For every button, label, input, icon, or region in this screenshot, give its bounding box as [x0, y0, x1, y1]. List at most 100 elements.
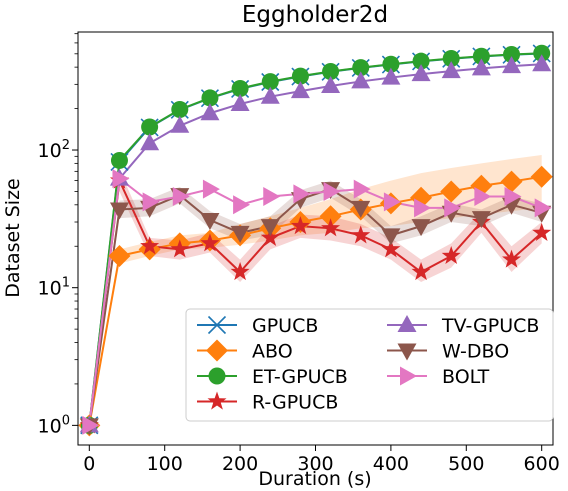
x-tick-label-1: 100: [147, 453, 183, 475]
point-tv-gpucb-5: [230, 93, 250, 111]
point-r-gpucb-5: [230, 262, 250, 281]
y-tick-label-0: 100: [38, 413, 70, 437]
legend-marker-abo: [206, 339, 228, 362]
point-w-dbo-5: [230, 225, 250, 243]
point-bolt-15: [534, 198, 552, 218]
point-bolt-1: [112, 169, 130, 189]
point-r-gpucb-3: [170, 239, 190, 258]
legend-label-et-gpucb: ET-GPUCB: [252, 366, 348, 388]
point-bolt-13: [474, 186, 492, 206]
point-tv-gpucb-4: [200, 103, 220, 121]
point-r-gpucb-11: [411, 262, 431, 281]
point-et-gpucb-4: [201, 89, 219, 107]
point-tv-gpucb-12: [441, 61, 461, 79]
point-bolt-2: [142, 192, 160, 212]
legend-label-r-gpucb: R-GPUCB: [252, 392, 338, 414]
legend-box: [185, 308, 554, 422]
point-bolt-8: [323, 181, 341, 201]
point-et-gpucb-2: [141, 118, 159, 136]
point-bolt-5: [233, 195, 251, 215]
x-tick-label-5: 500: [448, 453, 484, 475]
point-bolt-10: [383, 192, 401, 212]
point-tv-gpucb-6: [260, 86, 280, 104]
legend-label-bolt: BOLT: [442, 366, 490, 388]
point-et-gpucb-5: [231, 79, 249, 97]
point-tv-gpucb-9: [351, 71, 371, 89]
point-tv-gpucb-3: [170, 115, 190, 133]
point-abo-14: [500, 170, 523, 193]
point-tv-gpucb-15: [532, 54, 552, 72]
point-et-gpucb-7: [291, 67, 309, 85]
point-r-gpucb-14: [502, 249, 522, 268]
point-et-gpucb-15: [533, 44, 551, 62]
line-tv-gpucb: [88, 63, 542, 426]
point-bolt-4: [202, 179, 220, 199]
point-tv-gpucb-14: [502, 56, 522, 74]
x-tick-label-0: 0: [83, 453, 95, 475]
point-tv-gpucb-13: [471, 58, 491, 76]
point-w-dbo-9: [351, 200, 371, 218]
point-et-gpucb-1: [110, 151, 128, 169]
point-bolt-6: [263, 186, 281, 206]
band-r-gpucb: [89, 169, 542, 426]
chart-title: Eggholder2d: [242, 2, 388, 28]
band-abo: [89, 155, 542, 426]
point-r-gpucb-8: [321, 218, 341, 237]
point-abo-1: [108, 244, 131, 267]
point-r-gpucb-10: [381, 239, 401, 258]
y-tick-label-2: 102: [38, 138, 70, 162]
x-tick-label-2: 200: [222, 453, 258, 475]
point-et-gpucb-10: [382, 55, 400, 73]
x-tick-label-3: 300: [297, 453, 333, 475]
y-axis-ticks: 100 101 102: [38, 33, 78, 437]
point-r-gpucb-15: [532, 222, 552, 241]
point-et-gpucb-12: [442, 50, 460, 68]
point-tv-gpucb-7: [290, 81, 310, 99]
point-tv-gpucb-10: [381, 67, 401, 85]
point-w-dbo-6: [260, 219, 280, 237]
x-axis-label: Duration (s): [258, 468, 371, 490]
point-r-gpucb-12: [441, 245, 461, 265]
point-w-dbo-10: [381, 228, 401, 246]
legend-marker-w-dbo: [397, 343, 417, 361]
point-et-gpucb-6: [261, 73, 279, 91]
point-bolt-14: [504, 186, 522, 206]
y-axis-label: Dataset Size: [2, 178, 24, 297]
legend-label-w-dbo: W-DBO: [442, 341, 509, 363]
point-r-gpucb-7: [290, 216, 310, 235]
legend-label-abo: ABO: [252, 341, 293, 363]
legend-marker-et-gpucb: [208, 367, 226, 385]
line-et-gpucb: [88, 52, 542, 426]
x-tick-label-6: 600: [524, 453, 560, 475]
point-w-dbo-4: [200, 213, 220, 231]
point-et-gpucb-9: [352, 59, 370, 77]
point-bolt-3: [172, 186, 190, 206]
x-tick-label-4: 400: [373, 453, 409, 475]
point-w-dbo-13: [471, 211, 491, 229]
legend-label-tv-gpucb: TV-GPUCB: [441, 315, 539, 337]
y-tick-label-1: 101: [38, 276, 70, 300]
legend-label-gpucb: GPUCB: [252, 315, 318, 337]
line-r-gpucb: [88, 176, 543, 426]
legend-marker-tv-gpucb: [397, 315, 417, 332]
point-bolt-11: [414, 198, 432, 218]
point-tv-gpucb-2: [140, 133, 160, 151]
point-et-gpucb-13: [472, 47, 490, 65]
legend-marker-bolt: [400, 366, 417, 386]
series-lines: [88, 52, 543, 426]
point-et-gpucb-14: [503, 46, 521, 64]
legend-marker-gpucb-b: [207, 315, 227, 335]
point-et-gpucb-11: [412, 52, 430, 70]
line-abo: [88, 175, 542, 426]
point-abo-15: [530, 165, 553, 188]
point-w-dbo-1: [109, 202, 129, 220]
point-bolt-12: [444, 198, 462, 218]
point-et-gpucb-8: [322, 62, 340, 80]
band-w-dbo: [89, 180, 542, 426]
point-et-gpucb-3: [171, 100, 189, 118]
point-abo-8: [319, 205, 342, 228]
point-bolt-0: [82, 415, 100, 435]
x-axis-ticks: 0 100 200 300 400 500 600: [83, 445, 560, 475]
legend-marker-gpucb: [207, 315, 227, 335]
